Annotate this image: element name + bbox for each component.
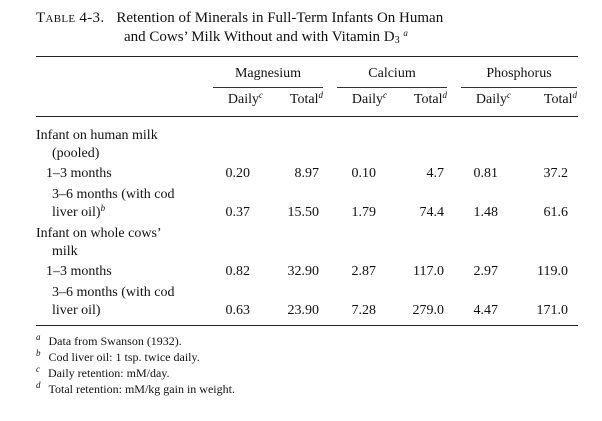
stub-text: liver oil) (52, 303, 101, 318)
subhead-ca-daily: Dailyc (328, 90, 387, 108)
subhead-text: Daily (227, 92, 259, 107)
cell-p-daily: 2.97 (473, 264, 499, 279)
stub-text: Infant on whole cows’ (36, 226, 162, 241)
stub-text: 3–6 months (with cod (52, 285, 175, 300)
stub-group-human-cont: (pooled) (52, 146, 99, 162)
cell-p-daily: 1.48 (473, 205, 499, 220)
cell-ca-daily: 0.10 (351, 166, 377, 181)
subhead-mark: d (442, 90, 448, 100)
subhead-ca-total: Totald (388, 90, 448, 108)
subhead-mg-daily: Dailyc (204, 90, 263, 108)
cell-p-daily: 4.47 (473, 303, 499, 318)
caption-title: Retention of Minerals in Full-Term Infan… (116, 10, 444, 26)
footnote: c Daily retention: mM/day. (36, 364, 170, 381)
subhead-text: Total (413, 92, 443, 107)
stub-row-label: 1–3 months (46, 264, 112, 280)
table-number: Table 4-3. (36, 10, 105, 26)
footnote-mark: d (36, 380, 41, 390)
cell-mg-total: 23.90 (287, 303, 320, 318)
stub-group-human: Infant on human milk (36, 128, 158, 144)
cell-ca-total: 279.0 (412, 303, 445, 318)
subhead-mark: c (259, 90, 263, 100)
cell-mg-daily: 0.63 (225, 303, 251, 318)
group-rule-calcium (337, 87, 447, 88)
bottom-rule (36, 325, 578, 326)
stub-text: Infant on human milk (36, 128, 158, 143)
footnote-text: Daily retention: mM/day. (48, 366, 170, 380)
stub-row-label-cont: liver oil) (52, 303, 101, 319)
top-rule (36, 56, 578, 57)
stub-group-cows-cont: milk (52, 244, 78, 260)
caption-subscript: 3 (394, 35, 400, 46)
subhead-text: Daily (475, 92, 507, 107)
group-magnesium: Magnesium (234, 66, 302, 81)
cell-mg-total: 15.50 (287, 205, 320, 220)
subhead-mg-total: Totald (264, 90, 324, 108)
subhead-p-daily: Dailyc (452, 90, 511, 108)
subhead-text: Daily (351, 92, 383, 107)
cell-p-daily: 0.81 (473, 166, 499, 181)
footnote-text: Cod liver oil: 1 tsp. twice daily. (48, 350, 200, 364)
cell-ca-total: 117.0 (413, 264, 444, 279)
group-rule-phosphorus (461, 87, 577, 88)
stub-group-cows: Infant on whole cows’ (36, 226, 162, 242)
stub-text: 1–3 months (46, 166, 112, 181)
cell-mg-total: 32.90 (287, 264, 320, 279)
footnote-text: Data from Swanson (1932). (48, 334, 182, 348)
cell-mg-total: 8.97 (294, 166, 320, 181)
stub-text: liver oil) (52, 205, 101, 220)
cell-mg-daily: 0.20 (225, 166, 251, 181)
cell-ca-total: 4.7 (426, 166, 445, 181)
stub-text: (pooled) (52, 146, 100, 161)
caption-title-cont: and Cows’ Milk Without and with Vitamin … (124, 29, 395, 45)
subhead-mark: c (507, 90, 511, 100)
footnote: a Data from Swanson (1932). (36, 332, 182, 349)
cell-mg-daily: 0.82 (225, 264, 251, 279)
caption-footnote-mark: a (403, 28, 408, 38)
cell-p-total: 61.6 (543, 205, 569, 220)
footnote: d Total retention: mM/kg gain in weight. (36, 380, 235, 397)
cell-ca-daily: 7.28 (351, 303, 377, 318)
cell-p-total: 37.2 (543, 166, 569, 181)
cell-mg-daily: 0.37 (225, 205, 251, 220)
group-phosphorus: Phosphorus (486, 66, 552, 81)
footnote-text: Total retention: mM/kg gain in weight. (48, 382, 235, 396)
cell-ca-total: 74.4 (419, 205, 445, 220)
subhead-text: Total (543, 92, 573, 107)
footnote-mark: c (36, 364, 40, 374)
subhead-p-total: Totald (512, 90, 578, 108)
stub-text: milk (52, 244, 78, 259)
footnote: b Cod liver oil: 1 tsp. twice daily. (36, 348, 200, 365)
stub-row-label: 1–3 months (46, 166, 112, 182)
stub-text: 3–6 months (with cod (52, 187, 175, 202)
subhead-text: Total (289, 92, 319, 107)
header-rule (36, 116, 578, 117)
subhead-mark: d (318, 90, 324, 100)
cell-ca-daily: 1.79 (351, 205, 377, 220)
stub-footnote-mark: b (100, 203, 106, 213)
group-calcium: Calcium (368, 66, 416, 81)
footnote-mark: a (36, 332, 41, 342)
table-caption: Table 4-3. Retention of Minerals in Full-… (36, 9, 596, 47)
caption-line-1: Table 4-3. Retention of Minerals in Full-… (36, 9, 596, 28)
footnote-mark: b (36, 348, 41, 358)
caption-line-2: and Cows’ Milk Without and with Vitamin … (36, 28, 596, 47)
stub-row-label: 3–6 months (with cod (52, 187, 175, 203)
cell-p-total: 171.0 (536, 303, 569, 318)
stub-row-label-cont: liver oil)b (52, 203, 106, 221)
subhead-mark: c (383, 90, 387, 100)
stub-text: 1–3 months (46, 264, 112, 279)
cell-ca-daily: 2.87 (351, 264, 377, 279)
stub-row-label: 3–6 months (with cod (52, 285, 175, 301)
cell-p-total: 119.0 (537, 264, 568, 279)
group-rule-magnesium (213, 87, 323, 88)
subhead-mark: d (572, 90, 578, 100)
